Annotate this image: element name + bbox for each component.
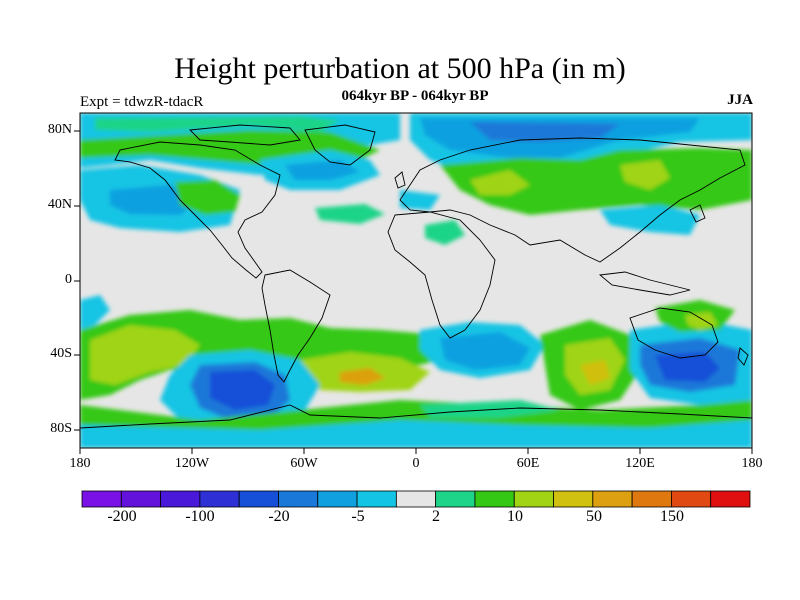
contour-region: [420, 400, 560, 418]
coastline-japan: [689, 204, 706, 223]
contour-region: [175, 180, 240, 215]
colorbar-swatch: [238, 490, 279, 508]
coastline-indonesia: [598, 271, 691, 296]
lat-label-40S: 40S: [50, 346, 72, 361]
plot-title: Height perturbation at 500 hPa (in m): [174, 52, 626, 85]
contour-region: [95, 116, 340, 132]
lat-label-0: 0: [65, 272, 72, 287]
colorbar-swatch: [671, 490, 712, 508]
contour-region: [210, 370, 275, 410]
colorbar-swatch: [395, 490, 437, 508]
contour-region: [580, 360, 610, 385]
colorbar: [81, 490, 751, 508]
coastline-uk: [394, 171, 406, 189]
experiment-label: Expt = tdwzR-tdacR: [80, 94, 204, 110]
coastline-south-america: [261, 269, 331, 383]
colorbar-swatch: [160, 490, 201, 508]
colorbar-swatch: [356, 490, 397, 508]
colorbar-swatch: [513, 490, 554, 508]
contour-region: [400, 190, 440, 210]
coastline-antarctica: [80, 404, 752, 429]
colorbar-label: -200: [107, 508, 137, 525]
contour-fills: [80, 113, 752, 448]
coastline-new-zealand: [737, 347, 749, 366]
colorbar-label: 2: [432, 508, 440, 525]
colorbar-swatch: [435, 490, 476, 508]
lon-label-120W: 120W: [174, 456, 210, 471]
colorbar-swatch: [120, 490, 161, 508]
lon-label-180W: 180: [69, 456, 91, 471]
lat-label-80N: 80N: [47, 122, 72, 137]
colorbar-swatch: [631, 490, 672, 508]
axis-ticks: [74, 130, 753, 454]
contour-region: [80, 295, 110, 330]
contour-region: [440, 148, 752, 215]
lat-label-40N: 40N: [47, 197, 72, 212]
contour-region: [685, 312, 718, 330]
coastline-australia: [629, 307, 719, 359]
plot-subtitle: 064kyr BP - 064kyr BP: [341, 88, 489, 104]
contour-region: [440, 332, 530, 370]
contour-region: [90, 325, 200, 385]
lon-label-60W: 60W: [290, 456, 318, 471]
lon-label-0: 0: [412, 456, 420, 471]
colorbar-label: -100: [185, 508, 215, 525]
contour-region: [470, 122, 620, 142]
colorbar-swatch: [592, 490, 633, 508]
contour-region: [425, 220, 465, 245]
coastline-greenland: [304, 124, 376, 166]
lon-label-60E: 60E: [516, 456, 540, 471]
map-panel: [80, 113, 752, 448]
coastlines: [80, 124, 752, 429]
colorbar-label: 50: [586, 508, 602, 525]
season-label: JJA: [727, 92, 753, 108]
contour-region: [620, 160, 670, 190]
colorbar-swatch: [317, 490, 358, 508]
colorbar-swatch: [81, 490, 122, 508]
contour-region: [315, 204, 385, 224]
lat-label-80S: 80S: [50, 421, 72, 436]
colorbar-swatch: [199, 490, 240, 508]
colorbar-swatch: [474, 490, 515, 508]
colorbar-swatch: [710, 490, 751, 508]
colorbar-label: 10: [507, 508, 523, 525]
contour-region: [80, 420, 752, 448]
coastline-canadian-arctic: [189, 124, 301, 146]
coastline-north-america: [114, 141, 281, 279]
colorbar-swatch: [553, 490, 594, 508]
coastline-europe-asia: [399, 137, 746, 263]
contour-region: [655, 352, 720, 382]
coastline-africa: [387, 211, 496, 339]
colorbar-label: -5: [351, 508, 365, 525]
colorbar-label: -20: [268, 508, 290, 525]
contour-region: [470, 170, 530, 195]
contour-region: [340, 368, 385, 385]
contour-region: [600, 205, 700, 235]
lon-label-180E: 180: [741, 456, 763, 471]
colorbar-label: 150: [660, 508, 684, 525]
colorbar-swatch: [278, 490, 319, 508]
contour-region: [285, 160, 360, 180]
lon-label-120E: 120E: [625, 456, 655, 471]
